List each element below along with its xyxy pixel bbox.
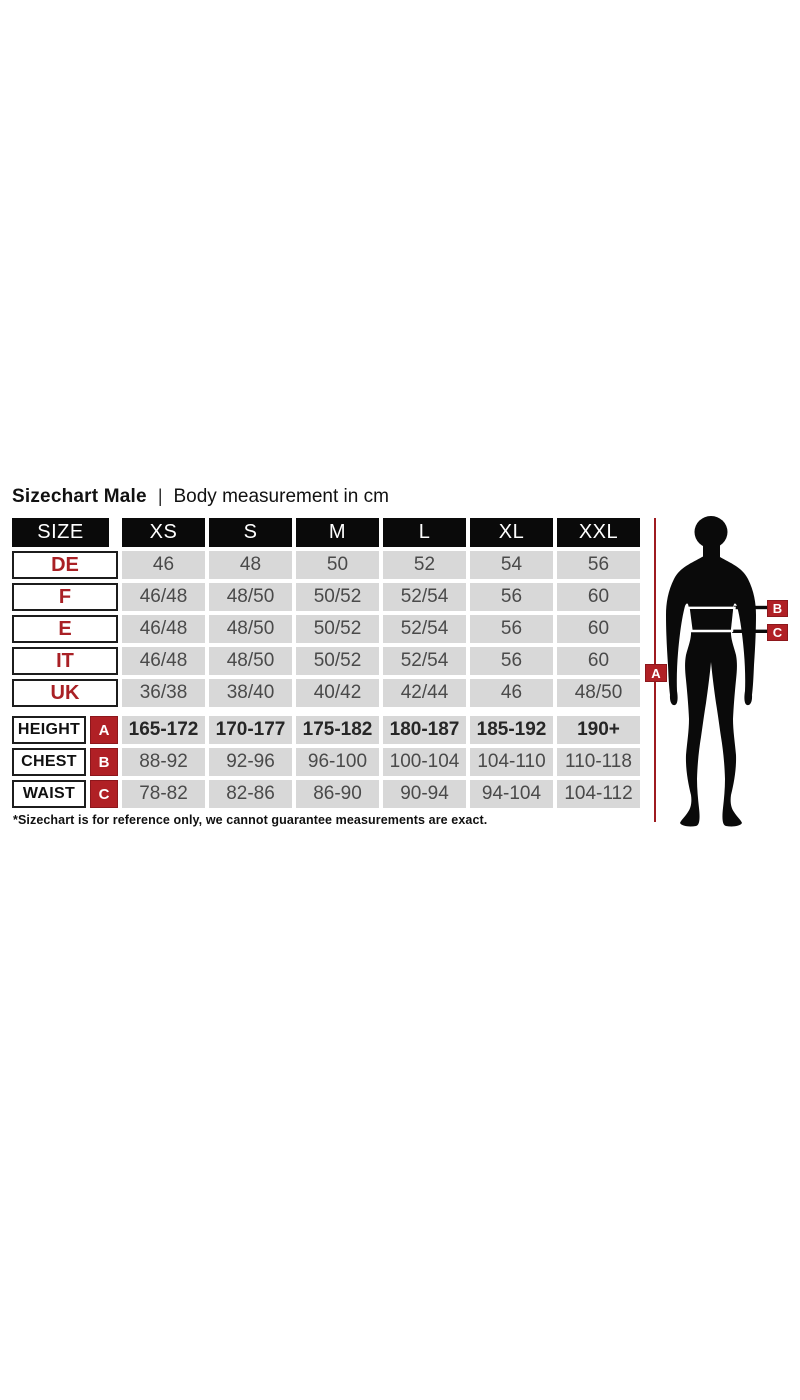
row-badge-c: C [90,780,118,808]
header-cell-l: L [383,518,466,547]
size-value-cell: 42/44 [383,679,466,707]
header-cell-xl: XL [470,518,553,547]
male-silhouette-svg [666,516,768,827]
size-value-cell: 50/52 [296,583,379,611]
height-line-lower [654,682,656,822]
row-label-chest: CHEST [12,748,86,776]
figure-badge-b: B [767,600,788,617]
size-value-cell: 50 [296,551,379,579]
title-subtitle: Body measurement in cm [173,486,389,507]
measurement-value-cell: 190+ [557,716,640,744]
size-value-cell: 52/54 [383,647,466,675]
measurement-value-cell: 96-100 [296,748,379,776]
silhouette-shape [666,516,768,827]
measurement-value-cell: 175-182 [296,716,379,744]
header-cell-xs: XS [122,518,205,547]
size-value-cell: 60 [557,615,640,643]
measurement-value-cell: 110-118 [557,748,640,776]
size-value-cell: 36/38 [122,679,205,707]
measurement-value-cell: 165-172 [122,716,205,744]
measurement-value-cell: 104-112 [557,780,640,808]
size-value-cell: 38/40 [209,679,292,707]
size-value-cell: 48/50 [209,615,292,643]
row-label-f: F [12,583,118,611]
measure-band-outline [687,606,736,633]
size-value-cell: 48/50 [209,583,292,611]
measurement-value-cell: 82-86 [209,780,292,808]
size-value-cell: 60 [557,647,640,675]
title-separator: | [157,486,163,506]
size-value-cell: 56 [470,583,553,611]
measurement-value-cell: 170-177 [209,716,292,744]
size-value-cell: 52 [383,551,466,579]
measurement-value-cell: 100-104 [383,748,466,776]
size-value-cell: 46/48 [122,615,205,643]
measurement-value-cell: 180-187 [383,716,466,744]
size-value-cell: 46/48 [122,647,205,675]
row-label-height: HEIGHT [12,716,86,744]
row-label-uk: UK [12,679,118,707]
measurement-value-cell: 86-90 [296,780,379,808]
body-measurement-table: HEIGHT A 165-172 170-177 175-182 180-187 185-1… [12,716,640,808]
size-value-cell: 52/54 [383,583,466,611]
row-label-it: IT [12,647,118,675]
male-silhouette-figure: A B C [640,505,800,840]
size-value-cell: 56 [470,647,553,675]
row-label-waist: WAIST [12,780,86,808]
title-main: Sizechart Male [12,486,147,507]
size-value-cell: 54 [470,551,553,579]
measurement-value-cell: 185-192 [470,716,553,744]
measurement-value-cell: 90-94 [383,780,466,808]
header-cell-m: M [296,518,379,547]
size-value-cell: 60 [557,583,640,611]
header-cell-size: SIZE [12,518,109,547]
figure-badge-a: A [645,664,667,682]
waist-connector-line [732,629,768,633]
size-value-cell: 50/52 [296,647,379,675]
size-value-cell: 48/50 [209,647,292,675]
chest-connector-line [734,605,768,610]
size-value-cell: 56 [470,615,553,643]
row-label-e: E [12,615,118,643]
measurement-value-cell: 78-82 [122,780,205,808]
measurement-value-cell: 88-92 [122,748,205,776]
size-value-cell: 46 [470,679,553,707]
header-cell-s: S [209,518,292,547]
measurement-value-cell: 92-96 [209,748,292,776]
size-value-cell: 48 [209,551,292,579]
measurement-value-cell: 94-104 [470,780,553,808]
row-badge-b: B [90,748,118,776]
size-value-cell: 56 [557,551,640,579]
footnote: *Sizechart is for reference only, we can… [13,813,488,827]
page-title: Sizechart Male | Body measurement in cm [12,486,389,508]
figure-badge-c: C [767,624,788,641]
height-line-upper [654,518,656,665]
size-value-cell: 40/42 [296,679,379,707]
size-value-cell: 46/48 [122,583,205,611]
measurement-value-cell: 104-110 [470,748,553,776]
size-value-cell: 52/54 [383,615,466,643]
size-value-cell: 48/50 [557,679,640,707]
body-shape [666,555,756,827]
size-value-cell: 46 [122,551,205,579]
size-value-cell: 50/52 [296,615,379,643]
row-label-de: DE [12,551,118,579]
row-badge-a: A [90,716,118,744]
header-cell-xxl: XXL [557,518,640,547]
size-table: SIZE XS S M L XL XXL DE 46 48 50 52 54 56 F 46/48 48/50 5… [12,518,640,707]
